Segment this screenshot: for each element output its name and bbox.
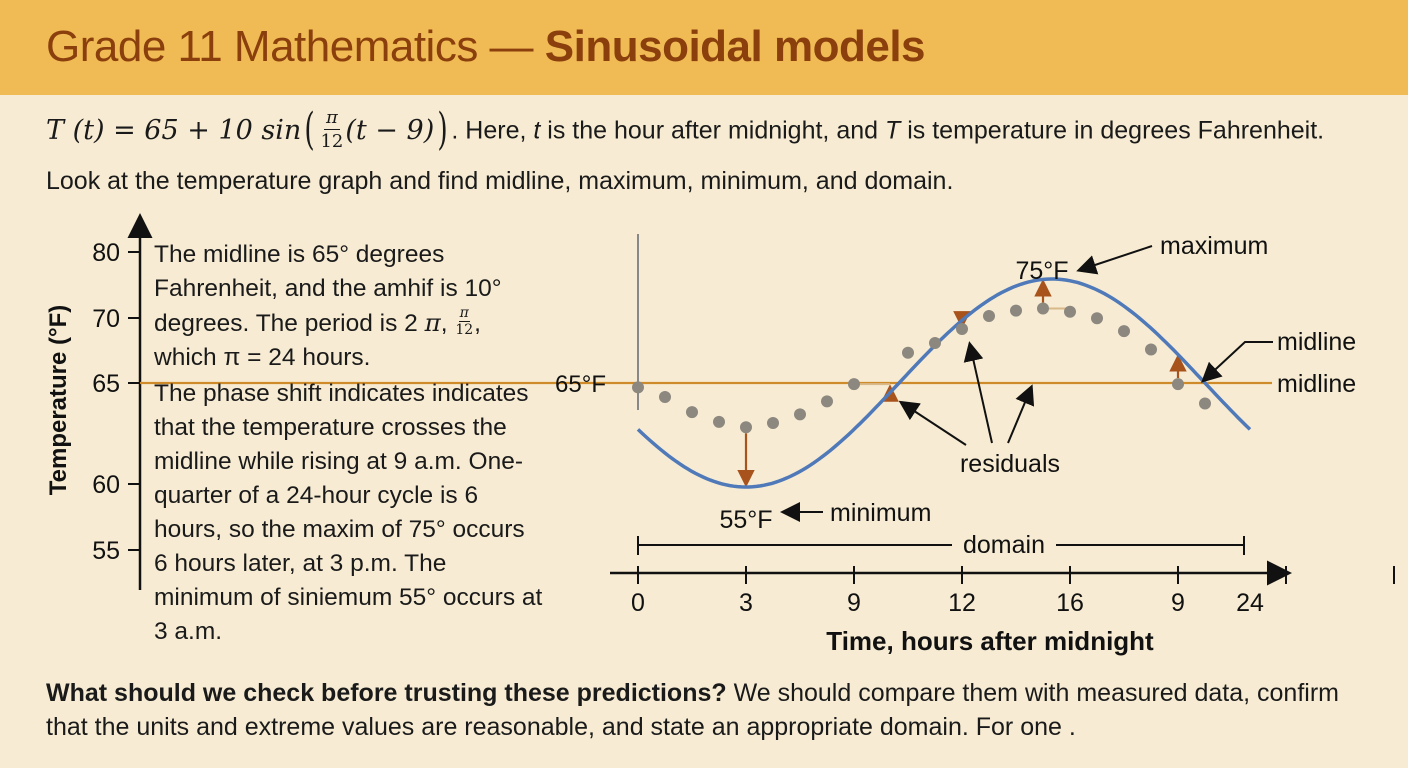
formula-fraction: π 12 [320, 107, 344, 152]
data-point [1172, 378, 1184, 391]
x-axis-label: Time, hours after midnight [826, 626, 1154, 656]
data-point [1091, 312, 1103, 325]
x-tick-label: 12 [948, 589, 976, 617]
intro-line: T (t) = 65 + 10 sin ( π 12 (t − 9) ) . H… [46, 104, 1325, 155]
data-point [632, 381, 644, 394]
min-value-label: 55°F [719, 506, 772, 534]
data-point [821, 395, 833, 408]
data-point [740, 421, 752, 434]
data-point [1145, 343, 1157, 356]
explanation-paragraph-1: The midline is 65° degrees Fahrenheit, a… [154, 241, 502, 371]
instruction-line: Look at the temperature graph and find m… [46, 167, 954, 195]
y-axis-label: Temperature (°F) [45, 305, 72, 496]
data-point [929, 337, 941, 350]
data-points [632, 302, 1211, 434]
data-point [1010, 304, 1022, 317]
x-tick-label: 16 [1056, 589, 1084, 617]
data-point [767, 416, 779, 429]
data-point [794, 408, 806, 421]
y-ticks: 80 70 65 60 55 [92, 239, 140, 565]
y-tick-label: 70 [92, 305, 120, 333]
x-tick-label: 9 [847, 589, 861, 617]
max-value-label: 75°F [1015, 257, 1068, 285]
model-curve [636, 277, 1252, 489]
data-point [1037, 302, 1049, 315]
check-answer: We should compare them with measured dat… [46, 679, 1339, 741]
x-ticks: 0 3 9 12 16 9 24 [631, 566, 1395, 617]
header-banner: Grade 11 Mathematics — Sinusoidal models [0, 0, 1408, 95]
residuals-label: residuals [960, 450, 1060, 478]
y-tick-label: 65 [92, 370, 120, 398]
x-tick-label: 24 [1236, 589, 1264, 617]
data-point [983, 310, 995, 323]
y-tick-label: 55 [92, 537, 120, 565]
model-formula: T (t) = 65 + 10 sin ( π 12 (t − 9) ) [46, 104, 448, 155]
explanation-paragraph-2: The phase shift indicates indicates that… [154, 380, 543, 645]
domain-label: domain [963, 531, 1045, 559]
x-tick-label: 0 [631, 589, 645, 617]
maximum-label: maximum [1160, 232, 1268, 260]
midline-value-label: 65°F [555, 371, 606, 398]
data-point [902, 346, 914, 359]
data-point [713, 415, 725, 428]
data-point [956, 323, 968, 335]
explanation-fraction: π 12 [455, 305, 474, 339]
midline-label-upper: midline [1277, 328, 1356, 356]
data-point [1118, 325, 1130, 338]
y-tick-label: 80 [92, 239, 120, 267]
x-tick-label: 9 [1171, 589, 1185, 617]
data-point [686, 406, 698, 419]
check-question: What should we check before trusting the… [46, 679, 727, 707]
footer-question: What should we check before trusting the… [46, 676, 1376, 744]
minimum-label: minimum [830, 499, 931, 527]
data-point [1064, 305, 1076, 318]
explanation-text: The midline is 65° degrees Fahrenheit, a… [154, 238, 544, 649]
data-point [848, 378, 860, 391]
y-tick-label: 60 [92, 471, 120, 499]
x-tick-label: 3 [739, 589, 753, 617]
data-point [659, 391, 671, 404]
page-title: Grade 11 Mathematics — Sinusoidal models [46, 22, 926, 71]
midline-label-lower: midline [1277, 370, 1356, 398]
data-point [1199, 397, 1211, 410]
